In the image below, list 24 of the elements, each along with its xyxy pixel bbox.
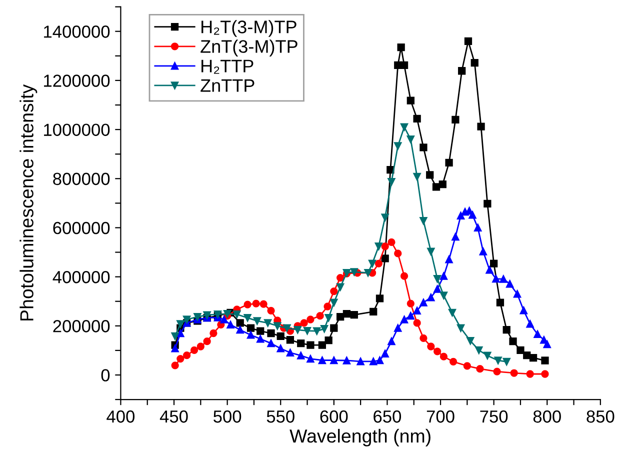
x-tick-label: 750 [480, 410, 508, 423]
x-tick-label: 800 [533, 410, 561, 423]
x-tick-label: 400 [106, 410, 135, 423]
y-tick-label: 400000 [52, 270, 110, 284]
x-tick-label: 850 [586, 410, 614, 423]
x-tick-label: 450 [160, 410, 188, 423]
y-tick-label: 600000 [53, 222, 110, 234]
x-tick-label: 700 [426, 410, 454, 423]
y-tick-label: 800000 [53, 172, 110, 186]
legend-label: ZnTTP [200, 79, 254, 92]
y-tick-label: 200000 [53, 320, 110, 332]
y-tick-label: 1000000 [44, 124, 110, 136]
y-tick-label: 0 [101, 369, 110, 382]
x-axis-title: Wavelength (nm) [290, 428, 430, 446]
y-tick-label: 1400000 [44, 26, 110, 38]
y-tick-label: 1200000 [44, 74, 110, 87]
x-tick-label: 550 [266, 410, 294, 423]
legend-label: ZnT(3-M)TP [200, 40, 298, 56]
legend-label: H₂TTP [202, 60, 254, 74]
x-tick-label: 500 [214, 410, 242, 423]
x-tick-label: 600 [320, 410, 348, 423]
x-tick-label: 650 [374, 410, 402, 423]
legend-label: H₂T(3-M)TP [202, 20, 296, 37]
y-axis-title: Photoluminescence intensity [20, 84, 38, 320]
